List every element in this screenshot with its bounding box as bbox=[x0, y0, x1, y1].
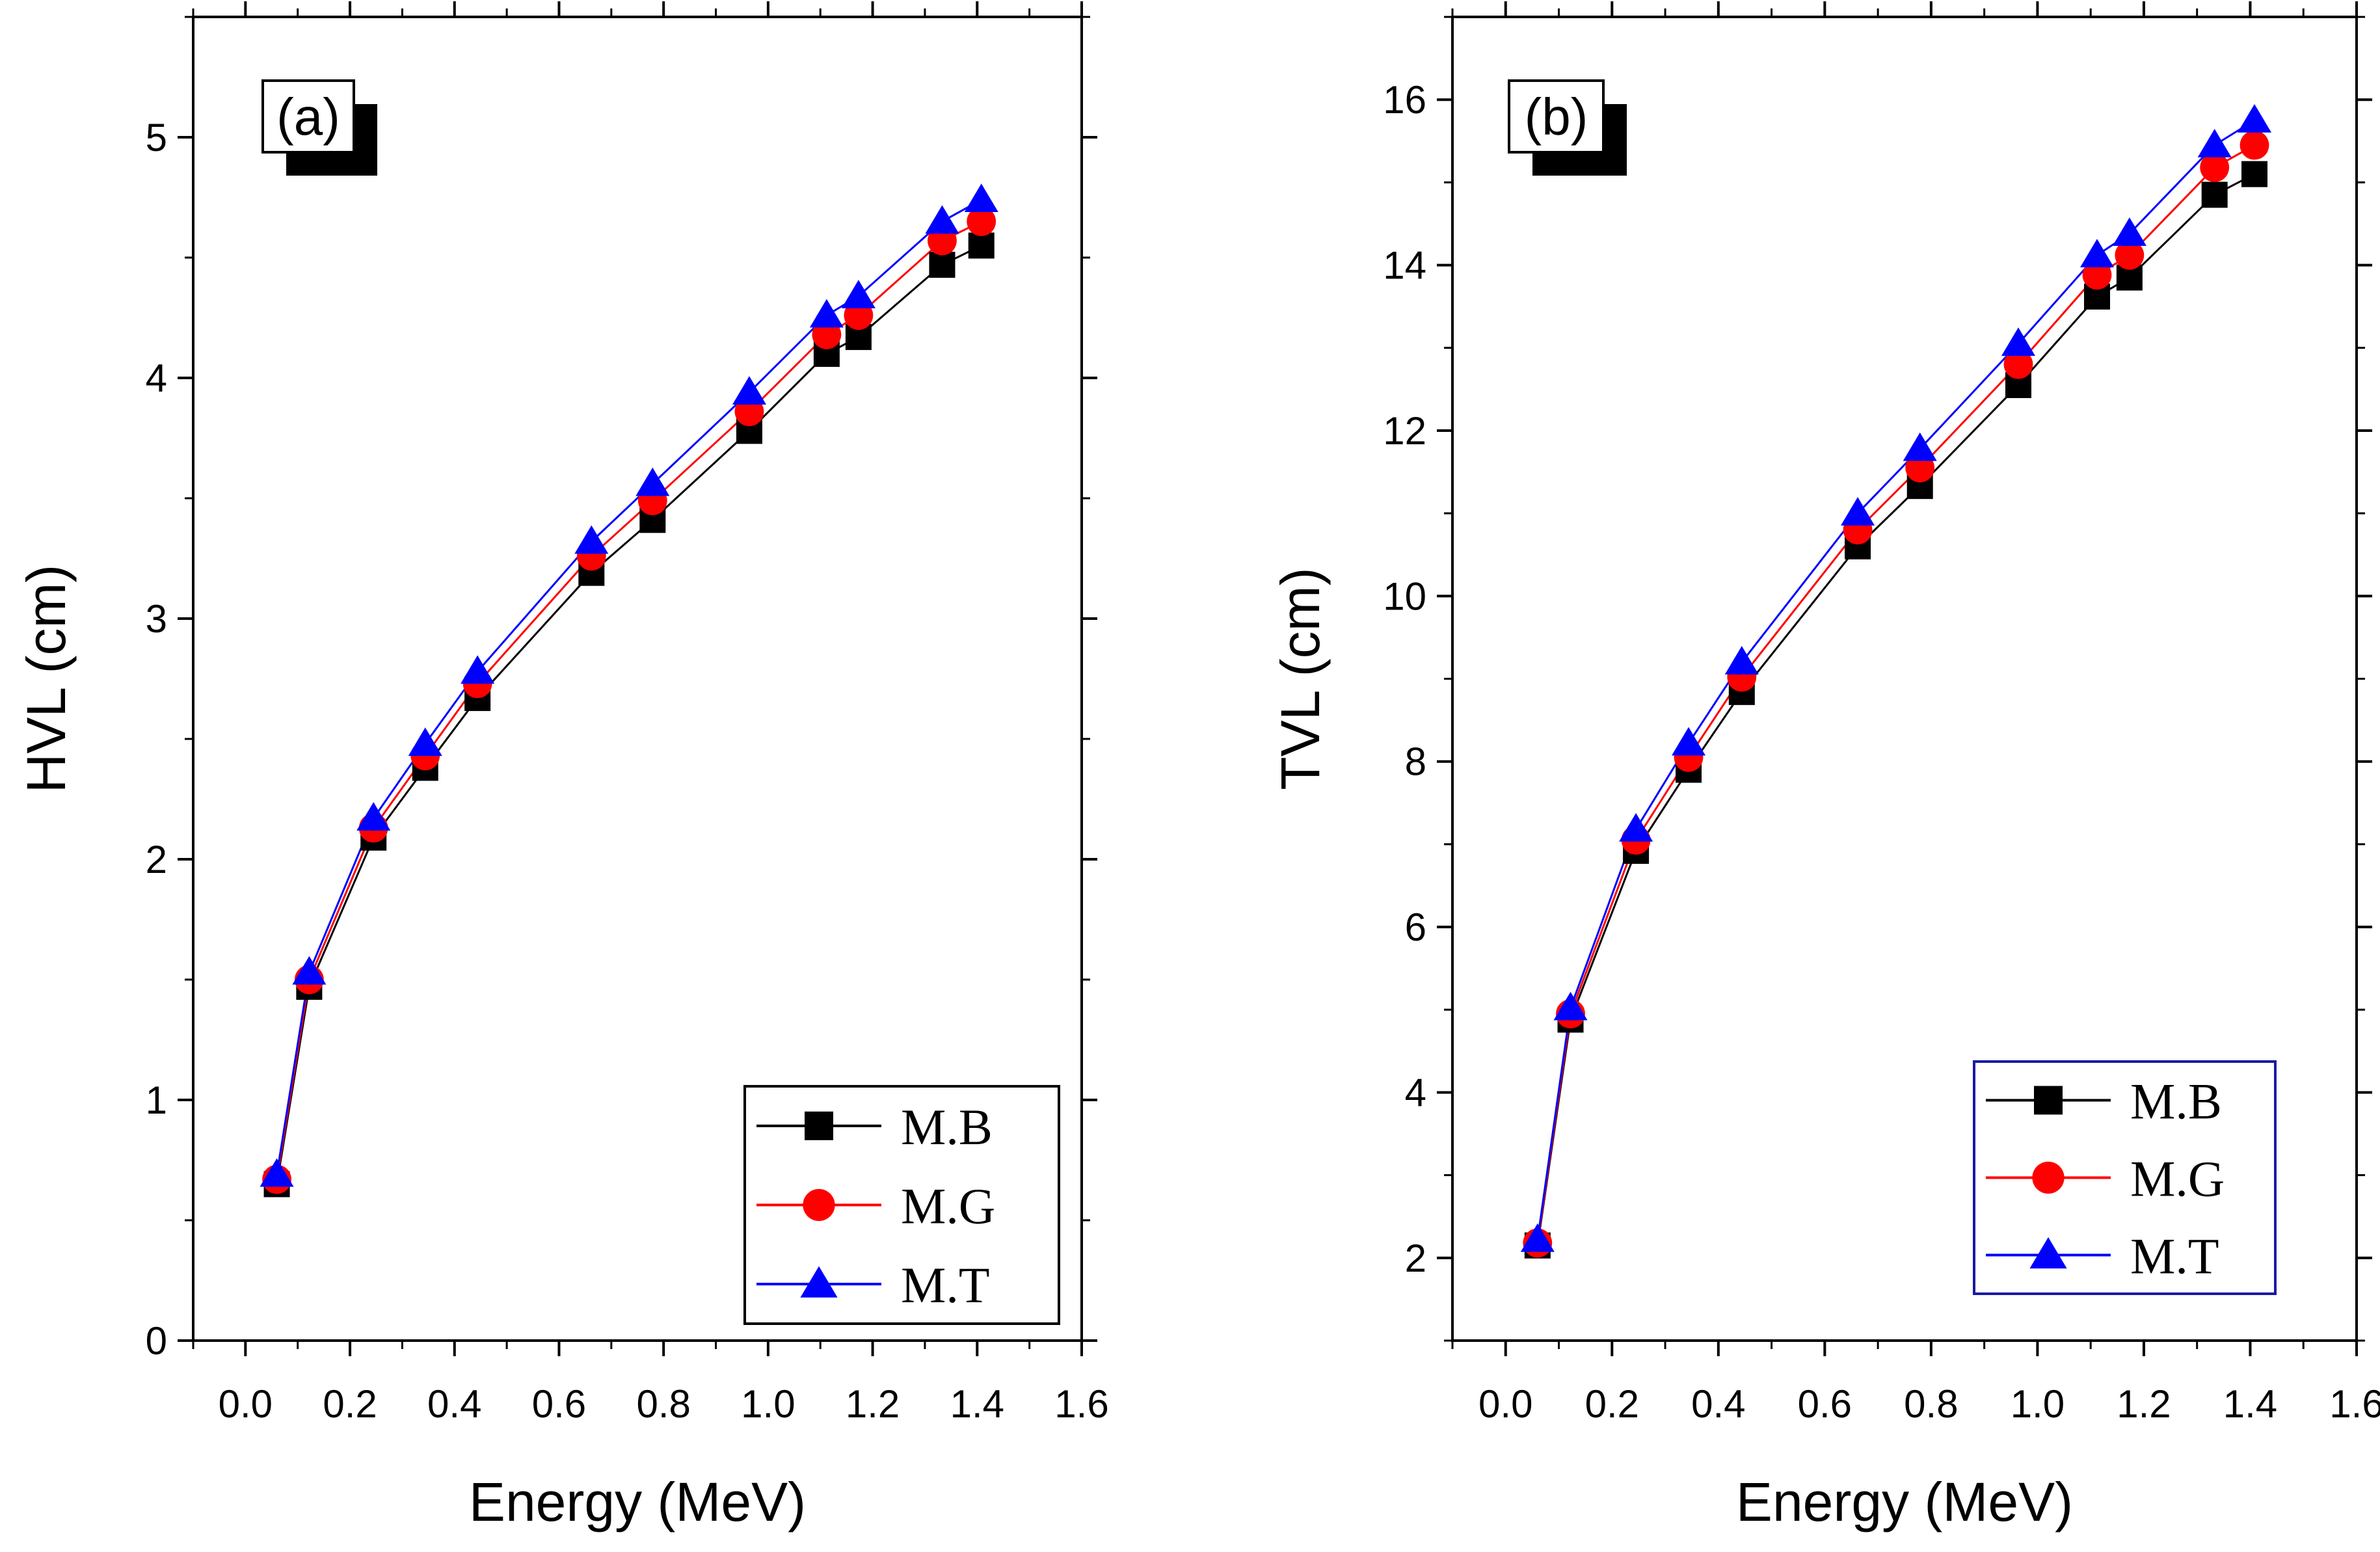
legend-marker-M.B bbox=[2034, 1086, 2063, 1115]
y-tick-label: 0 bbox=[146, 1319, 167, 1363]
y-tick-label: 3 bbox=[146, 597, 167, 641]
series-line-M.G bbox=[276, 221, 982, 1180]
data-point-M.T bbox=[732, 376, 766, 405]
x-tick-label: 0.8 bbox=[636, 1382, 690, 1426]
y-tick-label: 6 bbox=[1405, 905, 1426, 949]
x-tick-label: 1.2 bbox=[2117, 1382, 2171, 1426]
data-point-M.B bbox=[2241, 161, 2268, 187]
data-point-M.T bbox=[1520, 1223, 1555, 1252]
legend-label-M.G: M.G bbox=[2130, 1151, 2225, 1207]
legend-marker-M.B bbox=[805, 1111, 833, 1140]
data-point-M.G bbox=[967, 207, 996, 236]
data-point-M.G bbox=[2003, 349, 2033, 379]
x-tick-label: 1.6 bbox=[1054, 1382, 1108, 1426]
y-tick-label: 8 bbox=[1405, 740, 1426, 784]
data-point-M.T bbox=[292, 956, 327, 985]
series-line-M.G bbox=[1536, 144, 2255, 1244]
data-point-M.T bbox=[925, 205, 959, 234]
x-tick-label: 1.0 bbox=[741, 1382, 795, 1426]
data-point-M.T bbox=[461, 655, 495, 684]
y-tick-label: 1 bbox=[146, 1078, 167, 1122]
panel-label: (a) bbox=[276, 88, 340, 146]
data-point-M.T bbox=[1619, 812, 1653, 842]
x-tick-label: 0.6 bbox=[532, 1382, 586, 1426]
x-tick-label: 0.6 bbox=[1798, 1382, 1852, 1426]
data-point-M.T bbox=[964, 183, 998, 212]
data-point-M.T bbox=[1903, 432, 1937, 461]
data-point-M.G bbox=[2240, 130, 2269, 160]
x-tick-label: 0.8 bbox=[1904, 1382, 1958, 1426]
data-point-M.T bbox=[2197, 129, 2232, 157]
series-line-M.B bbox=[1536, 173, 2255, 1246]
data-point-M.T bbox=[574, 525, 609, 554]
y-tick-label: 2 bbox=[146, 838, 167, 881]
legend-label-M.T: M.T bbox=[2130, 1228, 2219, 1285]
y-tick-label: 5 bbox=[146, 116, 167, 159]
legend-label-M.G: M.G bbox=[901, 1178, 995, 1235]
x-tick-label: 1.0 bbox=[2011, 1382, 2065, 1426]
y-tick-label: 4 bbox=[146, 356, 167, 400]
data-point-M.T bbox=[1841, 497, 1875, 526]
x-tick-label: 1.6 bbox=[2329, 1382, 2380, 1426]
data-point-M.B bbox=[929, 252, 956, 278]
y-tick-label: 10 bbox=[1383, 574, 1426, 618]
x-tick-label: 0.0 bbox=[219, 1382, 273, 1426]
data-point-M.T bbox=[260, 1158, 294, 1187]
y-tick-label: 14 bbox=[1383, 244, 1426, 288]
data-point-M.T bbox=[408, 727, 442, 756]
data-point-M.T bbox=[809, 299, 844, 328]
data-point-M.T bbox=[2238, 103, 2272, 133]
x-tick-label: 1.2 bbox=[846, 1382, 900, 1426]
legend-label-M.B: M.B bbox=[2130, 1073, 2222, 1130]
x-tick-label: 0.4 bbox=[427, 1382, 481, 1426]
series-line-M.T bbox=[276, 198, 982, 1175]
data-point-M.T bbox=[1553, 991, 1588, 1021]
data-point-M.B bbox=[968, 232, 995, 259]
y-tick-label: 2 bbox=[1405, 1237, 1426, 1280]
y-tick-label: 12 bbox=[1383, 409, 1426, 453]
x-axis-title: Energy (MeV) bbox=[1736, 1471, 2073, 1532]
legend-marker-M.T bbox=[800, 1266, 838, 1298]
series-line-M.B bbox=[276, 245, 982, 1184]
y-tick-label: 16 bbox=[1383, 78, 1426, 122]
x-tick-label: 0.4 bbox=[1691, 1382, 1745, 1426]
data-point-M.G bbox=[2115, 240, 2145, 270]
chart-panel-b: 0.0 0.2 0.4 0.6 0.8 1.0 1.2 1.4 1.6 2 4 6 8 10 12 14 16 E… bbox=[1270, 1, 2380, 1532]
data-point-M.T bbox=[2079, 239, 2114, 268]
legend-marker-M.T bbox=[2029, 1237, 2067, 1269]
x-tick-label: 1.4 bbox=[2223, 1382, 2277, 1426]
y-axis-title: TVL (cm) bbox=[1270, 567, 1331, 790]
panel-label-box bbox=[1508, 79, 1605, 154]
x-tick-label: 0.2 bbox=[323, 1382, 377, 1426]
data-point-M.T bbox=[635, 467, 670, 496]
data-point-M.T bbox=[1672, 727, 1706, 756]
data-point-M.T bbox=[2001, 327, 2035, 356]
legend-marker-M.G bbox=[2032, 1161, 2065, 1194]
data-point-M.T bbox=[2112, 217, 2146, 246]
x-axis-title: Energy (MeV) bbox=[469, 1471, 806, 1532]
panel-label-box bbox=[261, 79, 355, 154]
data-point-M.G bbox=[2200, 153, 2230, 182]
x-tick-label: 0.2 bbox=[1585, 1382, 1639, 1426]
data-point-M.T bbox=[1724, 646, 1759, 675]
legend-marker-M.G bbox=[803, 1188, 835, 1222]
plot-frame bbox=[192, 16, 1083, 1342]
legend-label-M.B: M.B bbox=[901, 1099, 993, 1155]
data-point-M.T bbox=[356, 802, 391, 831]
data-point-M.B bbox=[2201, 181, 2228, 208]
panel-label: (b) bbox=[1525, 88, 1588, 146]
y-axis-title: HVL (cm) bbox=[16, 565, 77, 794]
legend-label-M.T: M.T bbox=[901, 1257, 990, 1313]
x-tick-label: 1.4 bbox=[950, 1382, 1004, 1426]
data-point-M.G bbox=[2082, 260, 2112, 290]
y-tick-label: 4 bbox=[1405, 1071, 1426, 1114]
data-point-M.T bbox=[841, 280, 876, 308]
x-tick-label: 0.0 bbox=[1478, 1382, 1532, 1426]
chart-panel-a: 0.0 0.2 0.4 0.6 0.8 1.0 1.2 1.4 1.6 0 1 2 3 4 5 Energy … bbox=[16, 1, 1109, 1532]
